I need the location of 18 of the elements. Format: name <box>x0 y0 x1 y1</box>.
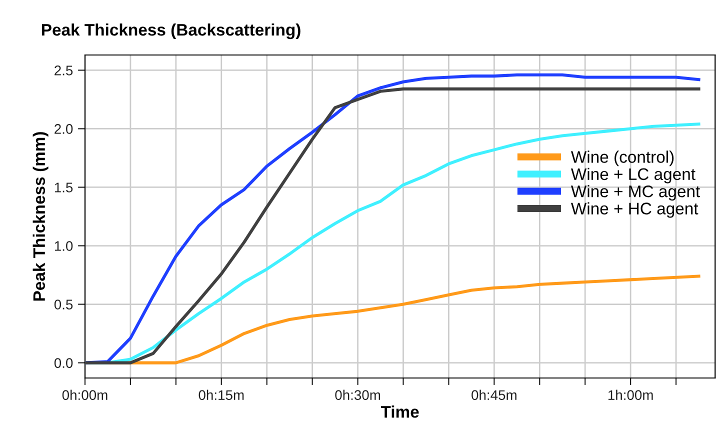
y-tick-label: 2.5 <box>54 66 73 76</box>
y-tick-label: 0.0 <box>54 358 73 368</box>
legend-label: Wine (control) <box>570 150 674 166</box>
x-axis-title: Time <box>380 406 419 418</box>
y-axis-title: Peak Thickness (mm) <box>32 132 48 301</box>
legend-label: Wine + LC agent <box>570 168 696 184</box>
legend-label: Wine + MC agent <box>570 185 700 201</box>
legend-label: Wine + HC agent <box>570 202 698 218</box>
x-tick-label: 0h:45m <box>472 390 516 400</box>
y-tick-label: 0.5 <box>54 300 73 310</box>
chart-title: Peak Thickness (Backscattering) <box>42 23 300 40</box>
y-tick-label: 1.5 <box>54 182 73 192</box>
x-tick-label: 0h:30m <box>335 390 380 400</box>
y-tick-label: 2.0 <box>54 124 73 134</box>
x-tick-label: 1h:00m <box>608 390 653 400</box>
x-tick-label: 0h:00m <box>62 390 108 400</box>
x-tick-label: 0h:15m <box>198 390 244 400</box>
y-tick-label: 1.0 <box>54 241 73 251</box>
